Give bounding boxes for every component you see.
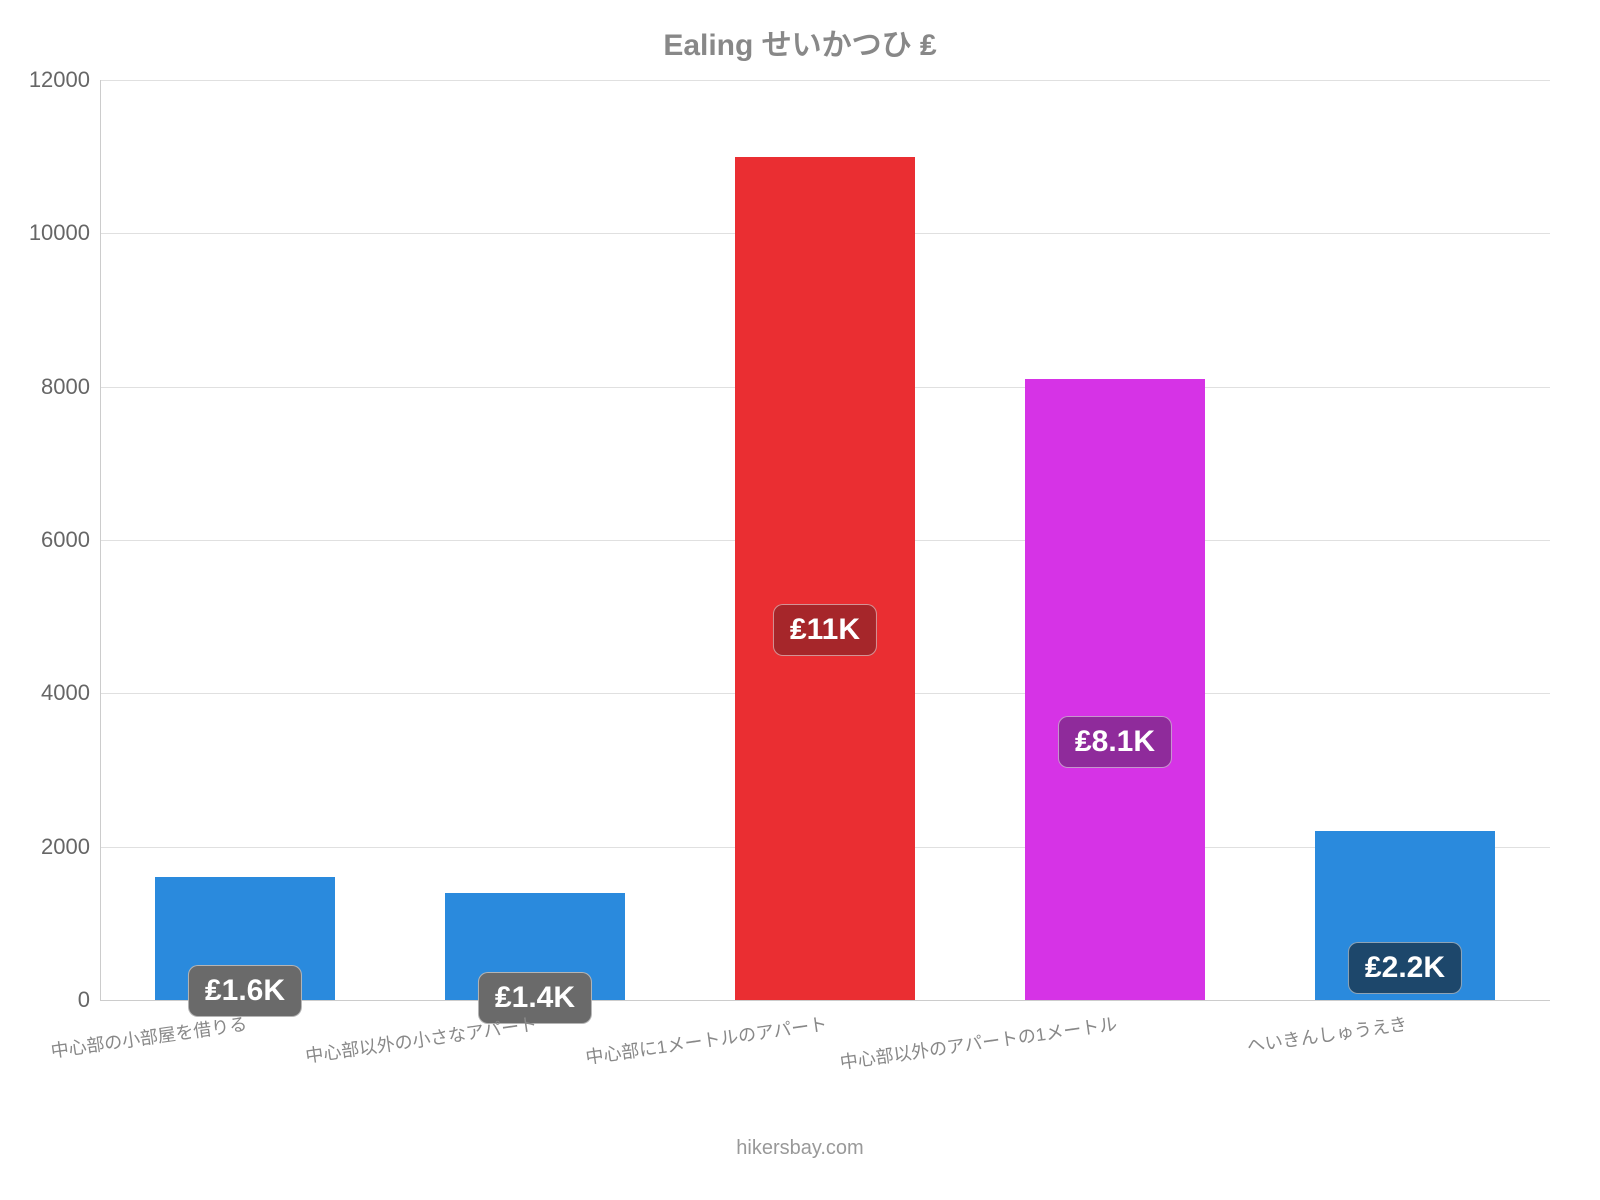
chart-container: Ealing せいかつひ ₤ 0200040006000800010000120…: [0, 0, 1600, 1200]
value-badge: ₤11K: [773, 604, 877, 656]
x-tick-label: 中心部の小部屋を借りる: [49, 1010, 249, 1063]
value-badge: ₤8.1K: [1058, 716, 1172, 768]
x-tick-label: 中心部以外のアパートの1メートル: [838, 1010, 1119, 1075]
value-badge: ₤1.6K: [188, 965, 302, 1017]
x-tick-label: へいきんしゅうえき: [1245, 1010, 1409, 1058]
bar: [735, 157, 915, 1000]
y-tick-label: 2000: [41, 834, 100, 860]
y-tick-label: 0: [78, 987, 100, 1013]
value-badge: ₤2.2K: [1348, 942, 1462, 994]
x-tick-label: 中心部以外の小さなアパート: [304, 1010, 539, 1068]
y-axis: [100, 80, 101, 1000]
y-tick-label: 8000: [41, 374, 100, 400]
y-tick-label: 12000: [29, 67, 100, 93]
y-tick-label: 4000: [41, 680, 100, 706]
plot-area: 020004000600080001000012000₤1.6K中心部の小部屋を…: [100, 80, 1550, 1000]
x-axis: [100, 1000, 1550, 1001]
y-tick-label: 6000: [41, 527, 100, 553]
chart-title: Ealing せいかつひ ₤: [0, 20, 1600, 64]
bar: [1025, 379, 1205, 1000]
y-tick-label: 10000: [29, 220, 100, 246]
grid-line: [100, 80, 1550, 81]
x-tick-label: 中心部に1メートルのアパート: [584, 1010, 829, 1070]
chart-footer: hikersbay.com: [0, 1137, 1600, 1160]
